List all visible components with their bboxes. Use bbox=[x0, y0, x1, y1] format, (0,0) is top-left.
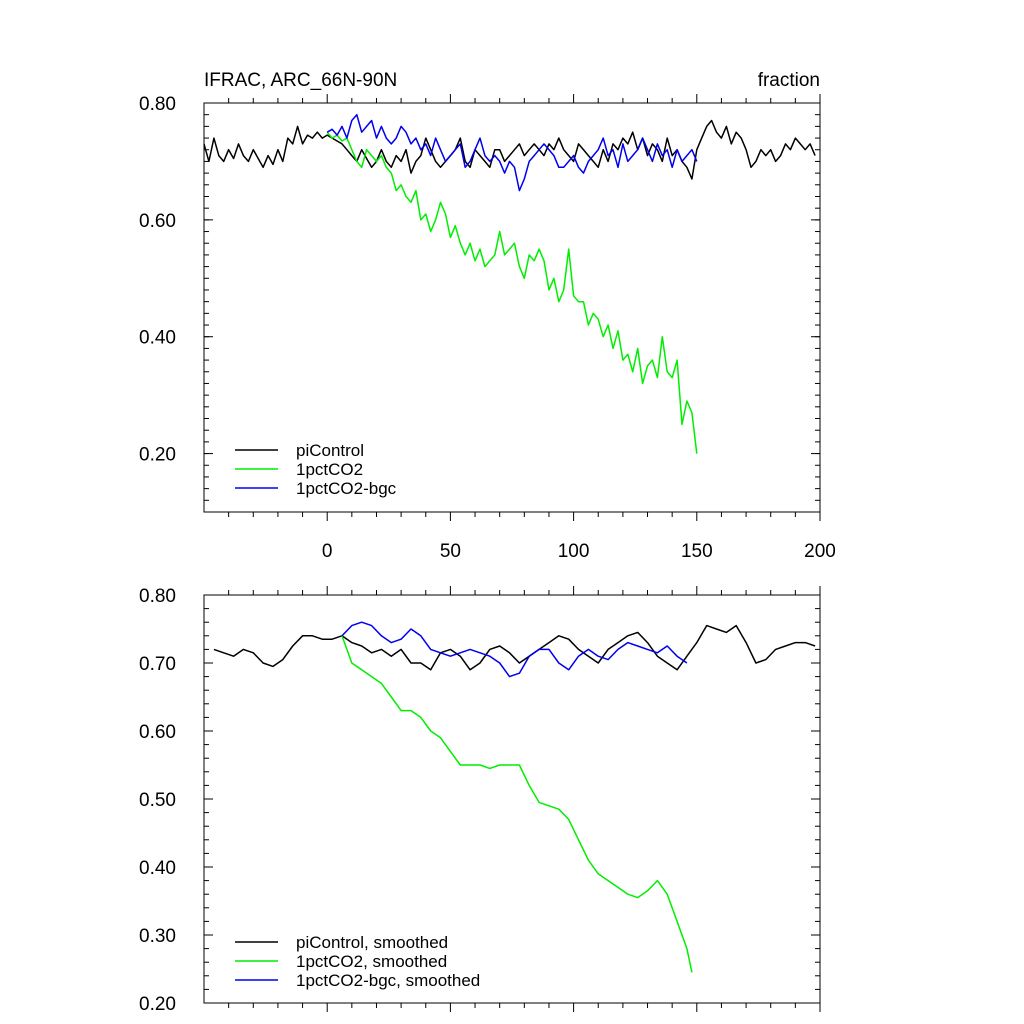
units-label: fraction bbox=[758, 70, 820, 91]
series-line-1pctco2-bgc bbox=[326, 113, 698, 192]
series-line-1pctco2 bbox=[326, 131, 698, 454]
y-tick-label: 0.20 bbox=[139, 994, 176, 1015]
y-tick-label: 0.80 bbox=[139, 586, 176, 607]
x-tick-label: 200 bbox=[804, 541, 836, 562]
y-tick-label: 0.40 bbox=[139, 328, 176, 349]
y-tick-label: 0.50 bbox=[139, 790, 176, 811]
legend-label: 1pctCO2, smoothed bbox=[296, 952, 447, 971]
top-panel: 0.200.400.600.800 50 100 150 200piControl1pc… bbox=[139, 94, 836, 562]
y-tick-label: 0.30 bbox=[139, 926, 176, 947]
series-line-picontrol bbox=[203, 119, 816, 180]
y-tick-label: 0.60 bbox=[139, 722, 176, 743]
legend-label: 1pctCO2-bgc bbox=[296, 479, 397, 498]
legend-label: piControl bbox=[296, 441, 364, 460]
bottom-panel: 0.20 0.30 0.40 0.50 0.60 0.70 0.80 piControl, s… bbox=[139, 586, 821, 1015]
y-tick-label: 0.70 bbox=[139, 654, 176, 675]
plot-frame bbox=[203, 102, 821, 513]
series-line-1pctco2-smoothed bbox=[341, 635, 693, 973]
x-tick-label: 0 bbox=[322, 541, 333, 562]
legend-label: 1pctCO2-bgc, smoothed bbox=[296, 971, 480, 990]
y-tick-label: 0.60 bbox=[139, 211, 176, 232]
x-tick-label: 50 bbox=[440, 541, 461, 562]
y-tick-label: 0.20 bbox=[139, 445, 176, 466]
legend-label: 1pctCO2 bbox=[296, 460, 363, 479]
legend-label: piControl, smoothed bbox=[296, 933, 448, 952]
x-tick-label: 100 bbox=[558, 541, 590, 562]
figure-title: IFRAC, ARC_66N-90N bbox=[204, 70, 397, 91]
x-tick-label: 150 bbox=[681, 541, 713, 562]
series-line-picontrol-smoothed bbox=[213, 624, 816, 671]
series-line-1pctco2-bgc-smoothed bbox=[341, 621, 688, 678]
y-tick-label: 0.80 bbox=[139, 94, 176, 115]
y-tick-label: 0.40 bbox=[139, 858, 176, 879]
